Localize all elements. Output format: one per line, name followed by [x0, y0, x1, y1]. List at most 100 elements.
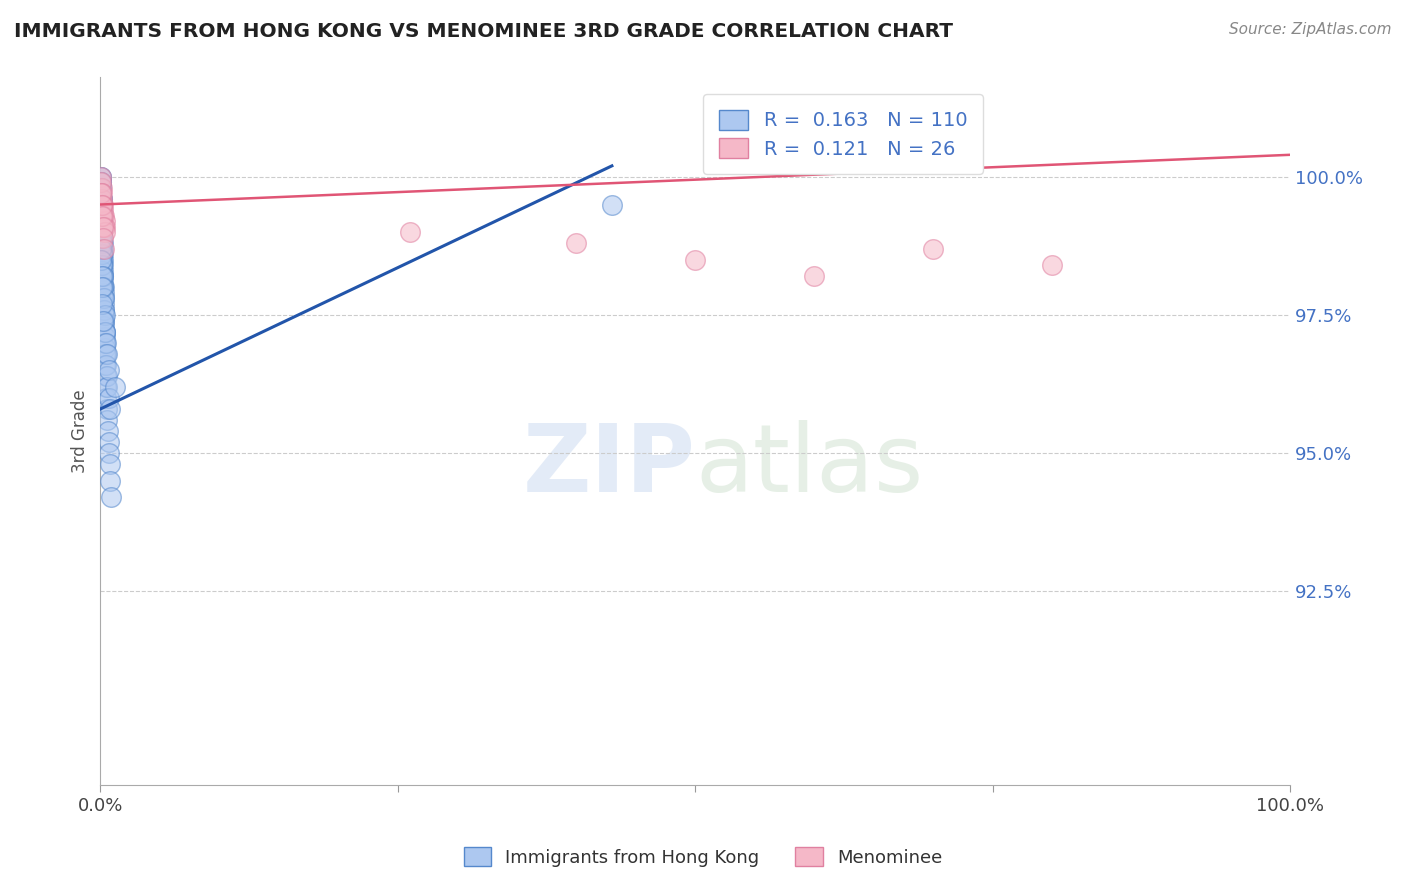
Point: [100, 491, 122, 505]
Point: [94, 380, 117, 394]
Point: [91, 197, 114, 211]
Point: [93, 285, 115, 300]
Point: [96, 413, 118, 427]
Point: [90, 209, 112, 223]
Point: [90, 252, 112, 267]
Point: [91, 252, 114, 267]
Point: [91, 214, 114, 228]
Point: [93, 330, 115, 344]
Point: [93, 313, 115, 327]
Point: [96, 368, 118, 383]
Point: [91, 236, 114, 251]
Point: [90, 214, 112, 228]
Point: [90, 269, 112, 284]
Point: [94, 219, 117, 234]
Point: [91, 242, 114, 256]
Point: [90, 219, 112, 234]
Point: [90, 197, 112, 211]
Point: [93, 308, 115, 322]
Point: [91, 269, 114, 284]
Point: [1040, 258, 1063, 272]
Point: [90, 230, 112, 244]
Point: [96, 358, 118, 372]
Point: [93, 219, 115, 234]
Point: [97, 391, 120, 405]
Point: [90, 225, 112, 239]
Point: [94, 347, 117, 361]
Point: [91, 269, 114, 284]
Point: [93, 302, 115, 317]
Point: [93, 209, 115, 223]
Point: [91, 225, 114, 239]
Point: [91, 219, 114, 234]
Point: [91, 264, 114, 278]
Point: [90, 186, 112, 201]
Point: [93, 302, 115, 317]
Point: [90, 202, 112, 217]
Point: [90, 176, 112, 190]
Point: [90, 197, 112, 211]
Point: [90, 219, 112, 234]
Point: [90, 181, 112, 195]
Point: [91, 197, 114, 211]
Point: [100, 474, 122, 488]
Point: [90, 169, 112, 184]
Point: [91, 258, 114, 272]
Point: [90, 242, 112, 256]
Point: [90, 202, 112, 217]
Point: [91, 258, 114, 272]
Point: [90, 192, 112, 206]
Point: [90, 197, 112, 211]
Point: [93, 292, 115, 306]
Point: [90, 225, 112, 239]
Point: [93, 275, 115, 289]
Point: [91, 230, 114, 244]
Point: [90, 192, 112, 206]
Point: [94, 335, 117, 350]
Point: [90, 181, 112, 195]
Point: [93, 325, 115, 339]
Point: [91, 202, 114, 217]
Point: [90, 236, 112, 251]
Point: [90, 186, 112, 201]
Point: [91, 209, 114, 223]
Point: [96, 335, 118, 350]
Point: [600, 197, 623, 211]
Point: [91, 209, 114, 223]
Point: [90, 209, 112, 223]
Point: [93, 313, 115, 327]
Point: [97, 435, 120, 450]
Point: [93, 297, 115, 311]
Point: [91, 292, 114, 306]
Point: [94, 325, 117, 339]
Point: [94, 347, 117, 361]
Point: [91, 280, 114, 294]
Text: atlas: atlas: [695, 420, 924, 513]
Point: [90, 209, 112, 223]
Legend: R =  0.163   N = 110, R =  0.121   N = 26: R = 0.163 N = 110, R = 0.121 N = 26: [703, 95, 983, 174]
Point: [93, 225, 115, 239]
Point: [90, 176, 112, 190]
Point: [398, 225, 420, 239]
Point: [93, 319, 115, 334]
Point: [90, 280, 112, 294]
Point: [91, 230, 114, 244]
Point: [98, 446, 121, 460]
Point: [91, 264, 114, 278]
Point: [94, 368, 117, 383]
Point: [90, 169, 112, 184]
Point: [90, 186, 112, 201]
Point: [96, 380, 118, 394]
Point: [90, 214, 112, 228]
Text: IMMIGRANTS FROM HONG KONG VS MENOMINEE 3RD GRADE CORRELATION CHART: IMMIGRANTS FROM HONG KONG VS MENOMINEE 3…: [14, 22, 953, 41]
Point: [94, 341, 117, 355]
Point: [90, 230, 112, 244]
Point: [91, 242, 114, 256]
Point: [91, 313, 114, 327]
Point: [90, 197, 112, 211]
Point: [90, 197, 112, 211]
Point: [91, 247, 114, 261]
Point: [97, 363, 120, 377]
Point: [922, 242, 945, 256]
Point: [803, 269, 825, 284]
